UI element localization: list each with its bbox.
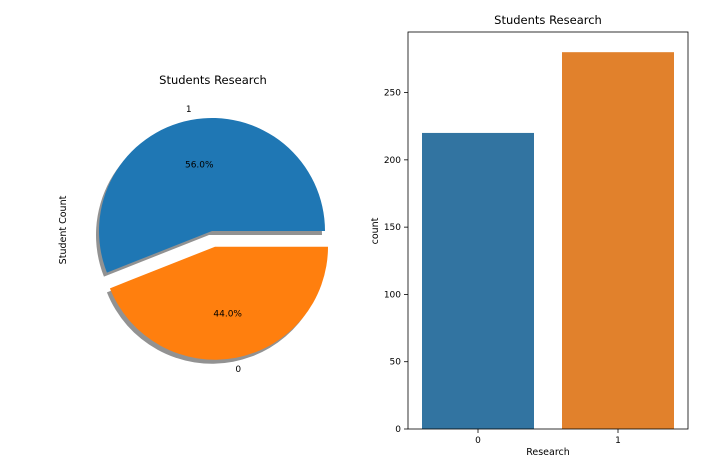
x-tick-label: 1 xyxy=(615,436,621,446)
pie-slice-1 xyxy=(99,118,325,273)
pie-chart: Students Research Student Count 1 56.0% 0 4… xyxy=(58,73,328,375)
pie-slice-label: 0 xyxy=(235,365,241,375)
pie-slice-pct: 44.0% xyxy=(213,309,242,319)
bar-plot-frame xyxy=(407,31,689,430)
pie-slice-label: 1 xyxy=(186,105,192,115)
y-tick-label: 200 xyxy=(384,156,401,166)
pie-slice-0 xyxy=(109,246,328,360)
bar-y-ticks: 0 50 100 150 200 250 xyxy=(384,89,408,435)
y-tick-label: 250 xyxy=(384,89,401,99)
y-tick-label: 50 xyxy=(390,358,402,368)
bar-xlabel: Research xyxy=(526,447,570,458)
x-tick-label: 0 xyxy=(475,436,481,446)
bar-title: Students Research xyxy=(494,13,602,27)
pie-slices: 1 56.0% 0 44.0% xyxy=(95,105,328,375)
y-tick-label: 0 xyxy=(395,425,401,435)
bar-chart: Students Research Research count 0501001… xyxy=(370,13,689,458)
bar-1 xyxy=(562,52,674,430)
pie-ylabel: Student Count xyxy=(58,195,69,264)
y-tick-label: 150 xyxy=(384,223,401,233)
pie-slice-pct: 56.0% xyxy=(185,160,214,170)
bar-ylabel: count xyxy=(370,217,381,244)
pie-title: Students Research xyxy=(159,73,267,87)
bar-0 xyxy=(422,132,534,430)
bar-marks xyxy=(422,52,674,430)
y-tick-label: 100 xyxy=(384,290,401,300)
